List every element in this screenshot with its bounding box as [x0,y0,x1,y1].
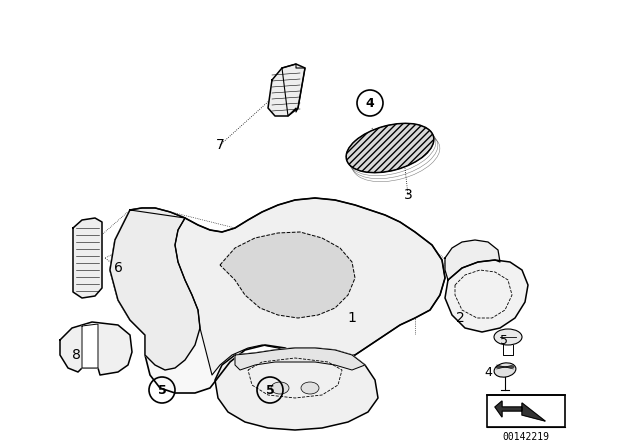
Ellipse shape [346,123,434,172]
Ellipse shape [301,382,319,394]
Polygon shape [130,198,445,375]
Polygon shape [445,240,500,280]
Polygon shape [110,208,200,370]
Text: 1: 1 [348,311,356,325]
Text: 00142219: 00142219 [502,432,550,442]
Polygon shape [235,348,365,370]
Polygon shape [445,260,528,332]
Polygon shape [220,232,355,318]
Text: 5: 5 [266,383,275,396]
Text: 5: 5 [157,383,166,396]
Ellipse shape [494,363,516,377]
Text: 2: 2 [456,311,465,325]
Text: 6: 6 [113,261,122,275]
Polygon shape [282,64,305,116]
Polygon shape [215,348,378,430]
Ellipse shape [271,382,289,394]
Polygon shape [268,64,305,116]
Text: 3: 3 [404,188,412,202]
Ellipse shape [494,329,522,345]
Polygon shape [82,324,98,368]
Polygon shape [60,322,132,375]
Text: 8: 8 [72,348,81,362]
Text: 4: 4 [365,96,374,109]
Polygon shape [73,218,102,298]
Text: 4: 4 [484,366,492,379]
Polygon shape [110,198,445,393]
Text: 5: 5 [500,333,508,346]
Polygon shape [495,401,545,421]
Text: 7: 7 [216,138,225,152]
